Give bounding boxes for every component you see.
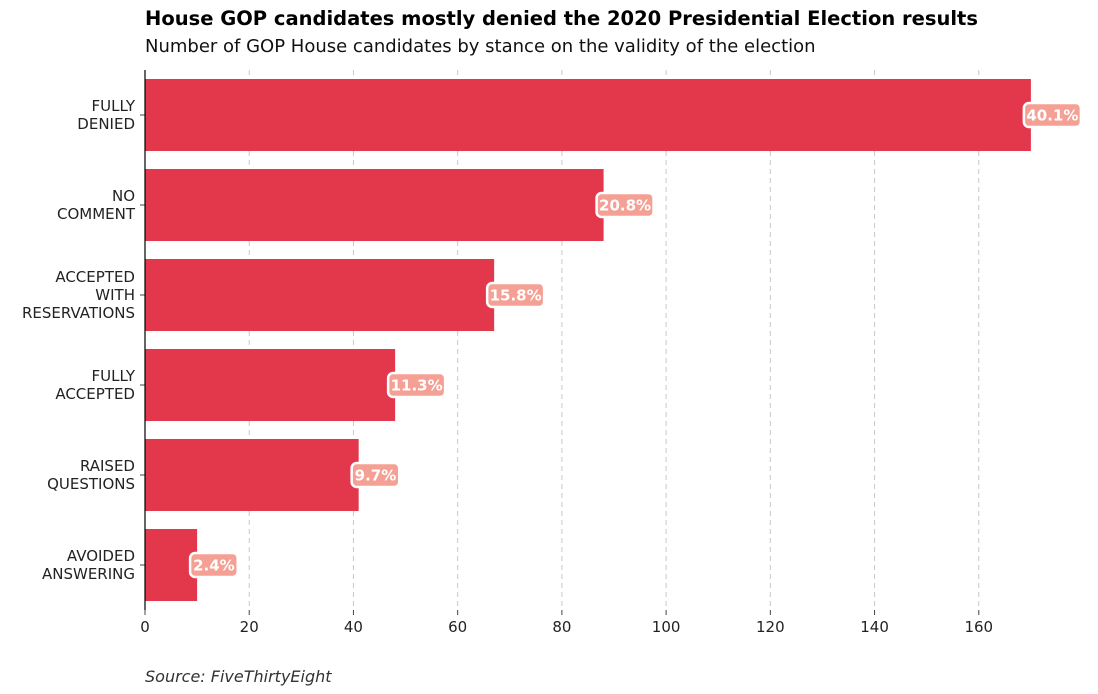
bars xyxy=(145,79,1031,601)
data-label: 11.3% xyxy=(391,377,443,395)
data-label-box xyxy=(1022,101,1083,129)
data-label-box xyxy=(595,191,655,219)
category-label: AVOIDED ANSWERING xyxy=(42,547,135,583)
x-tick-label: 60 xyxy=(448,618,467,636)
bar xyxy=(145,259,495,331)
x-tick-label: 160 xyxy=(964,618,993,636)
x-tick-label: 140 xyxy=(860,618,889,636)
data-label: 20.8% xyxy=(599,197,651,215)
chart-subtitle: Number of GOP House candidates by stance… xyxy=(145,36,816,57)
data-label: 40.1% xyxy=(1026,107,1078,125)
category-label: FULLY DENIED xyxy=(77,97,136,133)
category-label: ACCEPTED WITH RESERVATIONS xyxy=(22,268,135,322)
chart-title: House GOP candidates mostly denied the 2… xyxy=(145,7,978,30)
grid-lines xyxy=(248,70,980,610)
data-label-box xyxy=(188,551,239,579)
data-label: 9.7% xyxy=(355,467,397,485)
data-label: 2.4% xyxy=(193,557,235,575)
data-label: 15.8% xyxy=(490,287,542,305)
source-note: Source: FiveThirtyEight xyxy=(145,667,332,686)
x-tick-label: 0 xyxy=(140,618,150,636)
data-label-box xyxy=(350,461,401,489)
bar xyxy=(145,349,396,421)
bar xyxy=(145,529,198,601)
x-tick-label: 80 xyxy=(552,618,571,636)
x-tick-label: 20 xyxy=(240,618,259,636)
category-label: RAISED QUESTIONS xyxy=(47,457,135,493)
bar xyxy=(145,439,359,511)
category-label: FULLY ACCEPTED xyxy=(55,367,136,403)
x-tick-label: 100 xyxy=(652,618,681,636)
x-tick-label: 120 xyxy=(756,618,785,636)
data-labels: 40.1% 20.8% 15.8% 11.3% 9.7% 2.4% xyxy=(188,101,1083,579)
axes: 0 20 40 60 80 100 120 140 160 FULLY DENIED NO COMMEN… xyxy=(22,70,993,636)
bar xyxy=(145,169,604,241)
data-label-box xyxy=(485,281,546,309)
x-tick-label: 40 xyxy=(344,618,363,636)
bar xyxy=(145,79,1031,151)
data-label-box xyxy=(386,371,447,399)
category-label: NO COMMENT xyxy=(57,187,136,223)
